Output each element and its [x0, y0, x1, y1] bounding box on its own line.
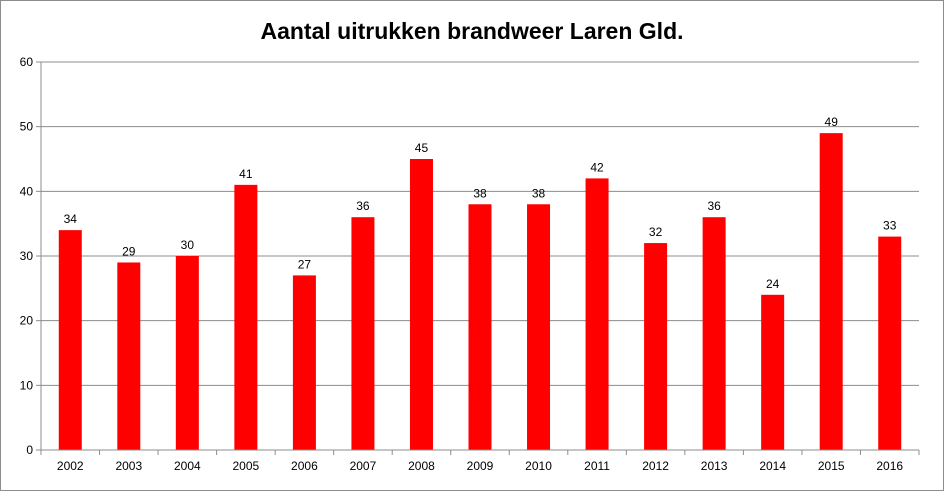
bar-2005: [234, 184, 258, 450]
bar-2003: [117, 262, 141, 450]
data-label-2009: 38: [473, 186, 487, 200]
bar-2015: [819, 133, 843, 450]
x-tick-label: 2010: [525, 459, 552, 473]
data-label-2011: 42: [590, 160, 604, 174]
bar-2004: [175, 256, 199, 450]
data-label-2004: 30: [181, 238, 195, 252]
x-tick-label: 2007: [350, 459, 377, 473]
y-tick-label: 40: [20, 184, 34, 198]
y-tick-label: 60: [20, 55, 34, 69]
data-label-2015: 49: [825, 115, 839, 129]
bar-2012: [644, 243, 668, 450]
data-label-2003: 29: [122, 244, 136, 258]
data-label-2013: 36: [707, 199, 721, 213]
data-label-2016: 33: [883, 219, 897, 233]
y-tick-label: 0: [26, 443, 33, 457]
bar-2011: [585, 178, 609, 450]
y-tick-label: 30: [20, 249, 34, 263]
bar-2002: [58, 230, 82, 450]
x-tick-label: 2016: [876, 459, 903, 473]
data-label-2008: 45: [415, 141, 429, 155]
data-label-2002: 34: [64, 212, 78, 226]
x-tick-label: 2011: [584, 459, 610, 473]
data-label-2005: 41: [239, 167, 253, 181]
bar-2016: [878, 236, 902, 450]
x-tick-label: 2013: [701, 459, 728, 473]
data-label-2007: 36: [356, 199, 370, 213]
bar-2007: [351, 217, 375, 450]
x-tick-label: 2004: [174, 459, 201, 473]
data-label-2006: 27: [298, 257, 312, 271]
data-label-2010: 38: [532, 186, 546, 200]
y-axis: 0 10 20 30 40 50 60: [20, 55, 42, 457]
y-tick-label: 10: [20, 378, 34, 392]
data-label-2012: 32: [649, 225, 663, 239]
x-tick-label: 2008: [408, 459, 435, 473]
x-tick-label: 2006: [291, 459, 318, 473]
x-tick-label: 2003: [115, 459, 142, 473]
y-tick-label: 20: [20, 314, 34, 328]
bar-2009: [468, 204, 492, 450]
x-tick-label: 2009: [467, 459, 494, 473]
data-labels: 34 29 30 41 27 36 45 38 38 42 32 36 24 49 33: [64, 115, 897, 291]
bar-2006: [292, 275, 316, 450]
bar-2008: [409, 159, 433, 450]
x-tick-label: 2015: [818, 459, 845, 473]
x-tick-label: 2002: [57, 459, 84, 473]
x-axis: 2002 2003 2004 2005 2006 2007 2008 2009 2010 2011…: [40, 449, 920, 473]
bar-2014: [761, 294, 785, 450]
chart-title: Aantal uitrukken brandweer Laren Gld.: [260, 18, 684, 44]
x-tick-label: 2005: [233, 459, 260, 473]
bars: [58, 133, 902, 450]
y-tick-label: 50: [20, 120, 34, 134]
x-tick-label: 2014: [759, 459, 786, 473]
x-tick-label: 2012: [642, 459, 669, 473]
data-label-2014: 24: [766, 277, 780, 291]
bar-2013: [702, 217, 726, 450]
bar-2010: [527, 204, 551, 450]
